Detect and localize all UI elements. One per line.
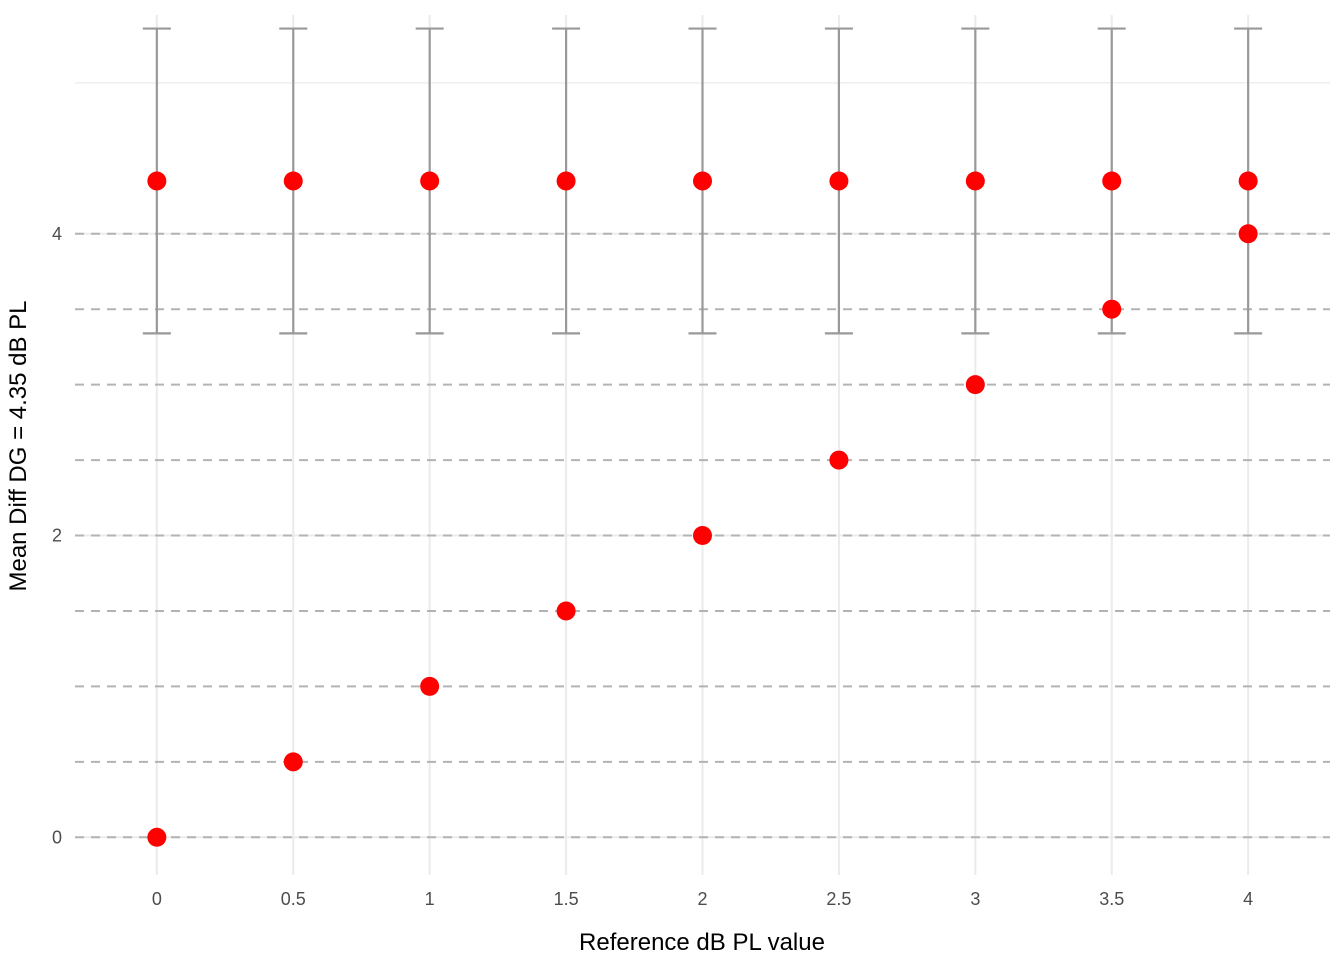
x-tick-label: 0.5 xyxy=(281,889,306,909)
reference-point xyxy=(1238,224,1258,244)
mean-point xyxy=(420,171,440,191)
x-tick-label: 3 xyxy=(970,889,980,909)
x-axis-title: Reference dB PL value xyxy=(579,929,825,956)
mean-point xyxy=(283,171,303,191)
mean-point xyxy=(1238,171,1258,191)
y-tick-labels: 0 2 4 xyxy=(52,224,62,848)
x-tick-label: 1 xyxy=(425,889,435,909)
x-tick-label: 0 xyxy=(152,889,162,909)
mean-point xyxy=(147,171,167,191)
reference-point xyxy=(1102,299,1122,319)
reference-point xyxy=(556,601,576,621)
x-tick-label: 2 xyxy=(697,889,707,909)
y-tick-label: 2 xyxy=(52,526,62,546)
mean-point xyxy=(965,171,985,191)
y-tick-label: 0 xyxy=(52,827,62,847)
reference-point xyxy=(420,676,440,696)
x-tick-label: 3.5 xyxy=(1099,889,1124,909)
data-points xyxy=(147,171,1258,847)
reference-point xyxy=(283,752,303,772)
mean-point xyxy=(556,171,576,191)
y-tick-label: 4 xyxy=(52,224,62,244)
mean-point xyxy=(829,171,849,191)
reference-point xyxy=(147,827,167,847)
x-tick-labels: 0 0.5 1 1.5 2 2.5 3 3.5 4 xyxy=(152,889,1253,909)
x-tick-label: 4 xyxy=(1243,889,1253,909)
x-tick-label: 2.5 xyxy=(826,889,851,909)
reference-point xyxy=(965,375,985,395)
mean-point xyxy=(693,171,712,191)
mean-point xyxy=(1102,171,1122,191)
reference-point xyxy=(829,450,849,470)
x-tick-label: 1.5 xyxy=(554,889,579,909)
reference-point xyxy=(693,526,712,546)
y-axis-title: Mean Diff DG = 4.35 dB PL xyxy=(5,300,32,591)
